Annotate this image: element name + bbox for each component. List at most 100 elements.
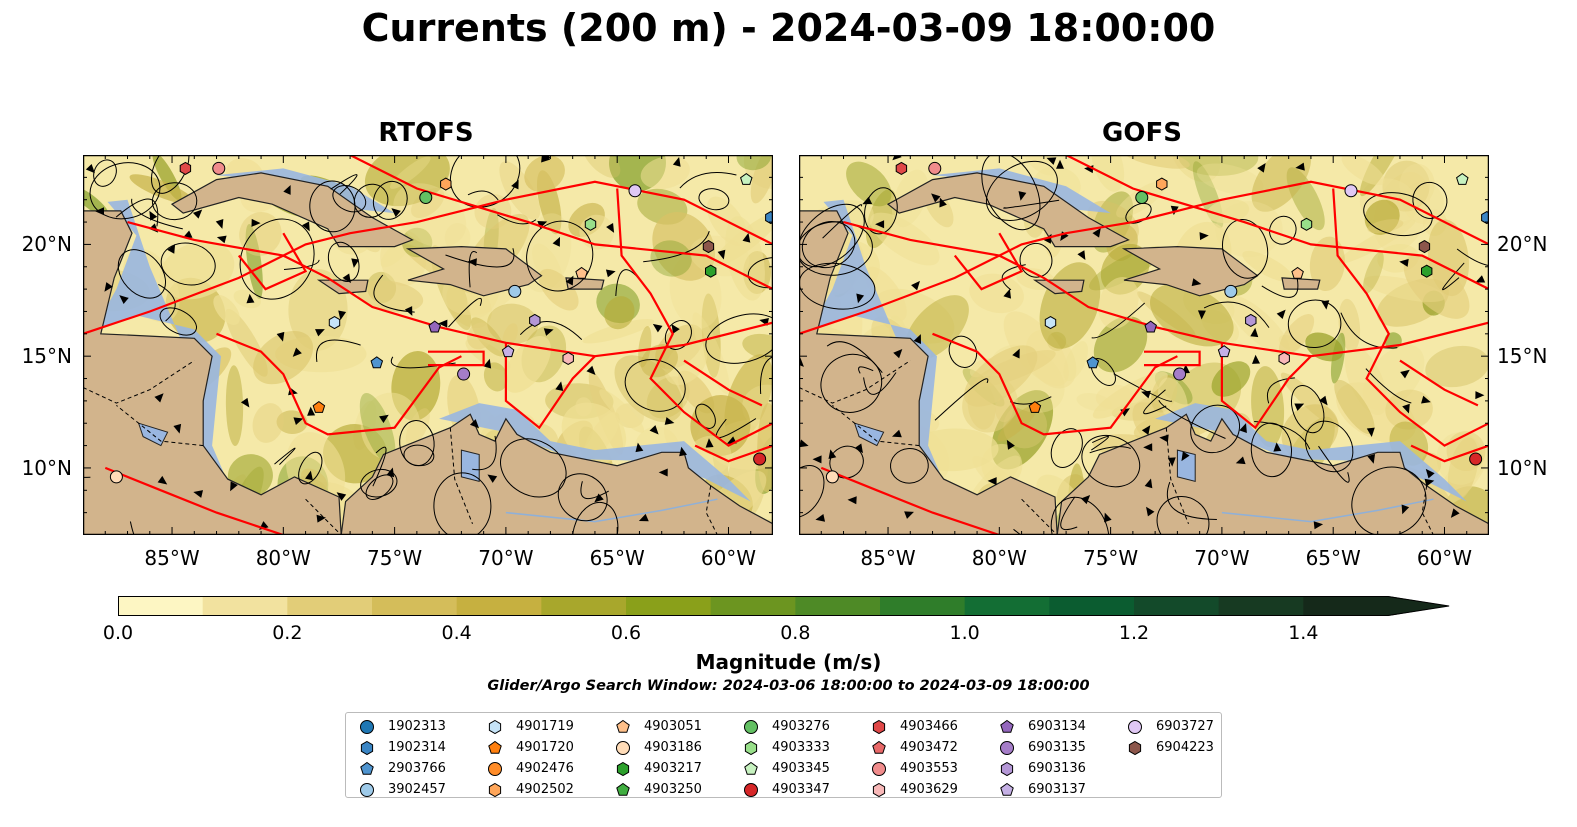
eez-line [104, 466, 284, 535]
legend-label: 4903051 [644, 719, 702, 734]
x-tick-label: 65°W [1305, 546, 1361, 570]
map-frame [799, 155, 1489, 535]
streamline [330, 174, 358, 195]
lake [1176, 449, 1196, 483]
float-legend: 1902313 1902314 2903766 3902457 4901719 49017… [345, 712, 1222, 798]
land-puertorico [1281, 277, 1321, 290]
country-border [1165, 427, 1189, 524]
legend-item: 4901720 [486, 737, 574, 758]
streamline-eddy [799, 203, 865, 268]
x-tick-label: 70°W [1194, 546, 1250, 570]
legend-item: 2903766 [358, 758, 446, 779]
streamline-eddy [1351, 466, 1427, 535]
float-marker-4903276 [419, 190, 433, 204]
land-cuba [886, 172, 1130, 248]
legend-label: 3902457 [388, 782, 446, 797]
float-marker-4902502 [440, 177, 452, 191]
streamline [1203, 301, 1270, 328]
streamline [129, 521, 165, 535]
streamline [934, 378, 989, 421]
y-tick-label-right: 10°N [1497, 455, 1548, 480]
legend-marker-pentagon-icon [744, 761, 758, 775]
legend-label: 4901719 [516, 719, 574, 734]
streamline [1091, 302, 1146, 339]
float-marker-1902314 [1481, 211, 1489, 225]
colorbar-segment [202, 596, 288, 616]
legend-marker-pentagon-icon [872, 740, 886, 754]
float-marker-6903135 [1173, 367, 1187, 381]
shelf-area [1155, 403, 1467, 502]
streamline [643, 231, 710, 263]
legend-column: 4903276 4903333 4903345 4903347 [742, 716, 830, 800]
colorbar-tick-label: 1.4 [1288, 622, 1319, 644]
legend-item: 1902314 [358, 737, 446, 758]
float-marker-4903186 [825, 470, 839, 484]
x-tick-label: 75°W [1082, 546, 1139, 570]
legend-item: 4902502 [486, 779, 574, 800]
legend-item: 6903137 [998, 779, 1086, 800]
legend-marker-pentagon-icon [1000, 719, 1014, 733]
x-tick-label: 85°W [144, 546, 200, 570]
legend-column: 4901719 4901720 4902476 4902502 [486, 716, 574, 800]
legend-label: 4903217 [644, 761, 702, 776]
land-cuba [170, 172, 414, 248]
streamline-eddy [829, 445, 864, 479]
legend-marker-hexagon-icon [872, 782, 886, 797]
legend-marker-hexagon-icon [744, 740, 758, 755]
legend-label: 6904223 [1156, 740, 1214, 755]
map-ticks [799, 155, 1489, 535]
legend-marker-pentagon-icon [616, 719, 630, 733]
streamline-eddy [160, 242, 216, 286]
legend-label: 2903766 [388, 761, 446, 776]
land-central [83, 210, 342, 535]
legend-item: 6903136 [998, 758, 1086, 779]
streamline-eddy [449, 155, 521, 208]
float-marker-4901720 [312, 400, 326, 413]
eez-line [349, 155, 773, 291]
streamline-eddy [1081, 434, 1141, 488]
streamline-arrows [85, 155, 769, 530]
streamline-eddy [1050, 428, 1083, 468]
float-marker-2903766 [370, 356, 384, 369]
y-tick-label-left: 15°N [21, 344, 72, 369]
streamline-eddy [93, 159, 117, 187]
legend-label: 6903136 [1028, 761, 1086, 776]
streamline-eddy [695, 403, 716, 429]
legend-marker-hexagon-icon [872, 719, 886, 734]
streamline [1003, 199, 1060, 209]
y-tick-label-left: 10°N [21, 455, 72, 480]
legend-item: 6903727 [1126, 716, 1214, 737]
colorbar [118, 596, 1450, 616]
y-tick-label-left: 20°N [21, 232, 72, 257]
streamline-eddy [799, 221, 873, 276]
legend-label: 4903333 [772, 740, 830, 755]
legend-item: 4903472 [870, 737, 958, 758]
float-marker-6903137 [1217, 345, 1231, 358]
legend-marker-hexagon-icon [488, 782, 502, 797]
streamline [448, 297, 482, 328]
streamline [1166, 481, 1217, 520]
legend-marker-pentagon-icon [616, 782, 630, 796]
legend-label: 1902313 [388, 719, 446, 734]
float-marker-6903135 [457, 367, 471, 381]
legend-label: 4903629 [900, 782, 958, 797]
float-marker-4903217 [705, 264, 717, 278]
streamline-eddy [500, 438, 567, 498]
country-border [1021, 498, 1058, 535]
streamlines [799, 155, 1489, 535]
float-marker-6903134 [1144, 320, 1157, 333]
country-border [1421, 485, 1434, 535]
legend-item: 6904223 [1126, 737, 1214, 758]
x-tick-label: 80°W [971, 546, 1027, 570]
float-marker-3902457 [508, 284, 522, 298]
eez-line [616, 188, 773, 447]
float-marker-4903466 [895, 161, 908, 175]
streamline [1261, 278, 1299, 298]
streamline-eddy [1269, 215, 1297, 245]
float-marker-6903727 [1344, 184, 1358, 198]
legend-item: 4903347 [742, 779, 830, 800]
land-hispaniola [1121, 245, 1259, 297]
legend-marker-pentagon-icon [1000, 782, 1014, 796]
float-marker-4903345 [1456, 172, 1469, 185]
float-markers [109, 161, 773, 484]
